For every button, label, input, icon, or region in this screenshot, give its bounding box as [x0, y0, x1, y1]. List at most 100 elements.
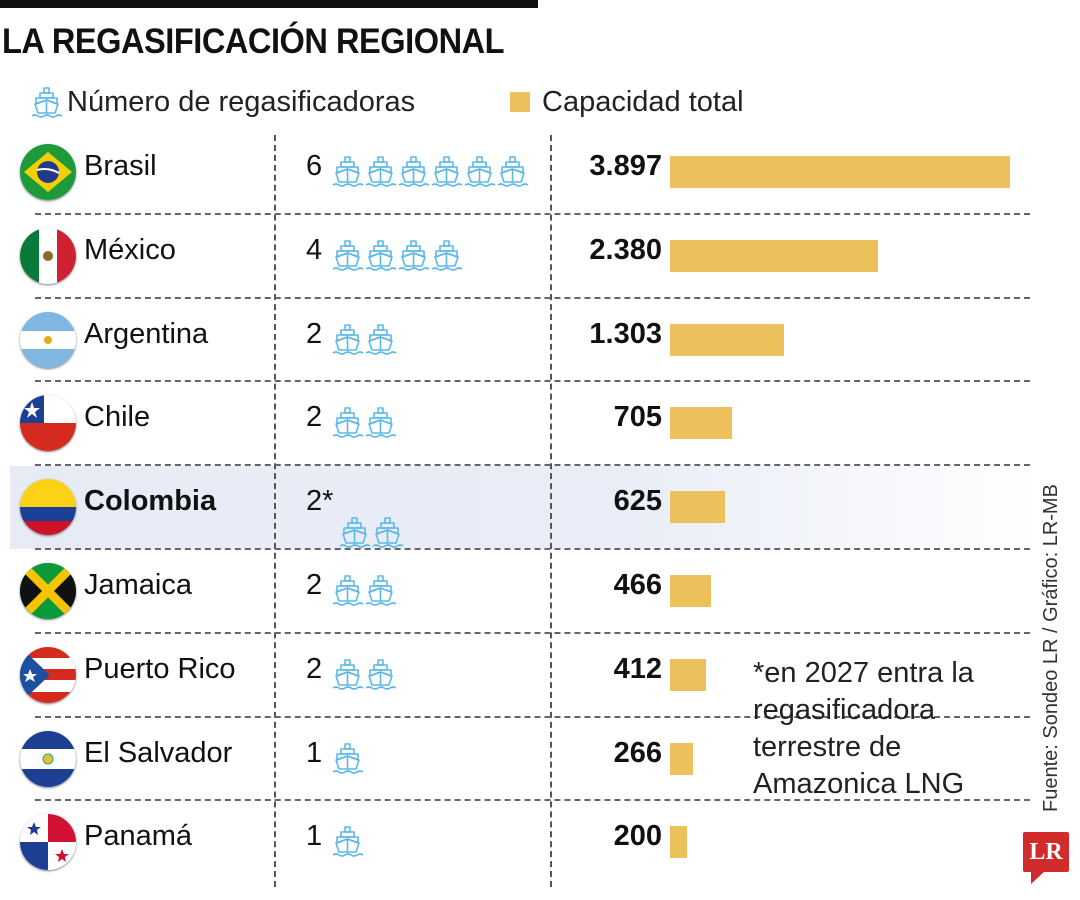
chart-title: LA REGASIFICACIÓN REGIONAL: [2, 22, 505, 61]
ship-icons: [331, 405, 397, 439]
regasifier-count: 1: [306, 737, 323, 769]
country-row: El Salvador 1 266: [0, 717, 1040, 801]
country-name: Jamaica: [84, 569, 192, 601]
top-rule: [0, 0, 538, 8]
ship-icon: [331, 238, 364, 272]
regasifier-count: 2: [306, 401, 323, 433]
ship-icons: [331, 573, 397, 607]
regasifier-count: 1: [306, 820, 323, 852]
capacity-value: 2.380: [589, 234, 662, 266]
row-divider: [35, 799, 1030, 801]
ship-icons: [331, 322, 397, 356]
legend-count: Número de regasificadoras: [30, 82, 415, 122]
row-divider: [35, 380, 1030, 382]
ship-icons: [331, 657, 397, 691]
country-row: Jamaica 2 466: [0, 549, 1040, 633]
column-divider: [550, 135, 552, 887]
country-name: Colombia: [84, 485, 217, 517]
capacity-bar: [670, 491, 725, 523]
regasifier-count: 2*: [306, 485, 334, 517]
ship-icon: [430, 238, 463, 272]
country-name: Panamá: [84, 820, 193, 852]
ship-icon: [30, 85, 63, 119]
row-divider: [35, 548, 1030, 550]
country-row: Brasil 6 3.897: [0, 130, 1040, 214]
regasifier-count: 4: [306, 234, 323, 266]
ship-icon: [397, 238, 430, 272]
ship-icons: [331, 741, 364, 775]
flag-icon: [20, 312, 76, 368]
capacity-bar: [670, 659, 706, 691]
capacity-value: 412: [613, 653, 662, 685]
capacity-value: 466: [613, 569, 662, 601]
capacity-value: 266: [613, 737, 662, 769]
legend-capacity-label: Capacidad total: [542, 85, 744, 118]
ship-icon: [331, 741, 364, 775]
logo-text: LR: [1029, 839, 1063, 865]
country-name: Puerto Rico: [84, 653, 236, 685]
ship-icon: [364, 154, 397, 188]
row-divider: [35, 632, 1030, 634]
capacity-value: 200: [613, 820, 662, 852]
flag-icon: [20, 228, 76, 284]
ship-icons: [331, 238, 463, 272]
ship-icon: [496, 154, 529, 188]
capacity-bar: [670, 156, 1010, 188]
row-divider: [35, 297, 1030, 299]
legend-capacity: Capacidad total: [510, 82, 744, 122]
regasifier-count: 6: [306, 150, 323, 182]
flag-icon: [20, 731, 76, 787]
ship-icon: [364, 322, 397, 356]
ship-icon: [338, 515, 371, 549]
ship-icon: [364, 405, 397, 439]
ship-icon: [364, 573, 397, 607]
capacity-bar: [670, 324, 784, 356]
flag-icon: [20, 479, 76, 535]
country-name: Brasil: [84, 150, 157, 182]
country-row: Argentina 2 1.303: [0, 298, 1040, 382]
country-row: México 4 2.380: [0, 214, 1040, 298]
country-name: México: [84, 234, 176, 266]
regasifier-count: 2: [306, 318, 323, 350]
legend-count-label: Número de regasificadoras: [67, 85, 416, 118]
row-divider: [35, 716, 1030, 718]
country-row: Chile 2 705: [0, 381, 1040, 465]
flag-icon: [20, 144, 76, 200]
highlight-row-colombia: [10, 466, 1040, 549]
capacity-value: 3.897: [589, 150, 662, 182]
legend-swatch: [510, 92, 530, 112]
regasifier-count: 2: [306, 653, 323, 685]
ship-icon: [364, 657, 397, 691]
source-credit: Fuente: Sondeo LR / Gráfico: LR-MB: [1040, 484, 1062, 812]
ship-icon: [331, 657, 364, 691]
country-row: Panamá 1 200: [0, 800, 1040, 884]
ship-icon: [331, 824, 364, 858]
footnote: *en 2027 entra la regasificadora terrest…: [753, 657, 974, 800]
capacity-bar: [670, 743, 694, 775]
row-divider: [35, 464, 1030, 466]
capacity-bar: [670, 575, 711, 607]
country-row: Colombia 2* 625: [0, 465, 1040, 549]
ship-icon: [430, 154, 463, 188]
ship-icons: [331, 154, 529, 188]
ship-icon: [331, 154, 364, 188]
country-name: Argentina: [84, 318, 209, 350]
ship-icon: [331, 573, 364, 607]
ship-icon: [463, 154, 496, 188]
capacity-value: 625: [613, 485, 662, 517]
capacity-value: 705: [613, 401, 662, 433]
country-name: El Salvador: [84, 737, 233, 769]
ship-icon: [371, 515, 404, 549]
ship-icon: [331, 322, 364, 356]
flag-icon: [20, 395, 76, 451]
flag-icon: [20, 814, 76, 870]
ship-icon: [364, 238, 397, 272]
ship-icons: [338, 515, 404, 549]
flag-icon: [20, 647, 76, 703]
capacity-bar: [670, 826, 688, 858]
country-name: Chile: [84, 401, 151, 433]
capacity-value: 1.303: [589, 318, 662, 350]
lr-logo: LR: [1023, 832, 1069, 884]
ship-icon: [397, 154, 430, 188]
capacity-bar: [670, 240, 878, 272]
